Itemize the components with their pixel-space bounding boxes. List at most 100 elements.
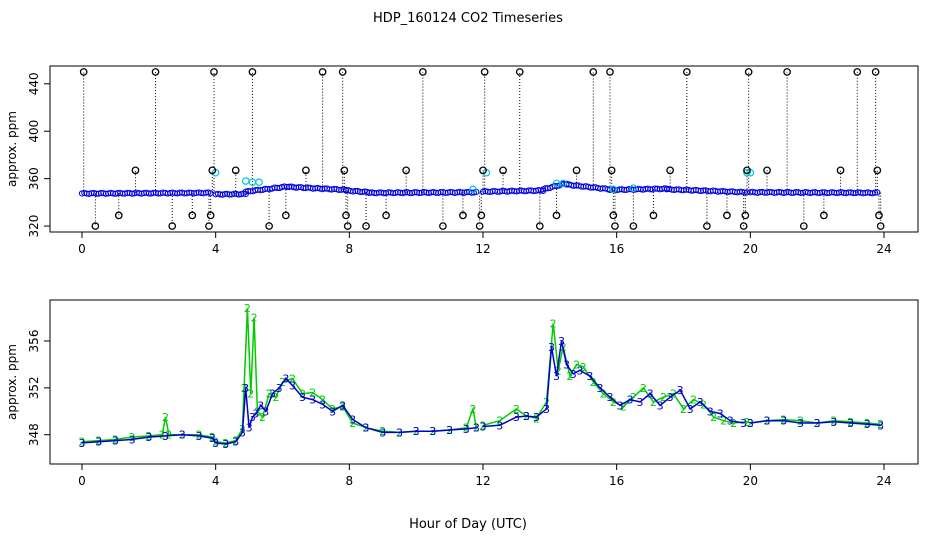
baseline-point: [356, 188, 364, 195]
baseline-point: [741, 189, 748, 196]
x-tick-label: 12: [475, 474, 490, 488]
x-tick-label: 16: [609, 474, 624, 488]
x-tick-label: 8: [346, 242, 354, 256]
series-point-3: 3: [480, 421, 487, 434]
series-point-2: 2: [660, 391, 667, 404]
spike-point: [168, 222, 177, 230]
spike-point: [206, 211, 215, 220]
spike-point: [231, 166, 240, 175]
spike-point: [131, 166, 140, 175]
series-point-3: 3: [780, 415, 787, 428]
series-point-2: 2: [797, 415, 804, 428]
series-point-2: 2: [573, 358, 580, 371]
series-point-3: 3: [339, 399, 346, 412]
series-point-3: 3: [222, 438, 229, 451]
spike-point: [114, 211, 123, 220]
series-point-3: 3: [429, 425, 436, 438]
series-point-2: 2: [600, 388, 607, 401]
series-point-3: 3: [269, 388, 276, 401]
series-point-2: 2: [747, 417, 754, 430]
spike-point: [873, 166, 882, 175]
spike-point: [666, 166, 674, 175]
spike-point: [649, 211, 658, 220]
series-point-2: 2: [555, 364, 562, 377]
series-point-3: 3: [667, 391, 674, 404]
series-point-3: 3: [747, 417, 754, 430]
series-point-2: 2: [690, 394, 697, 407]
series-point-2: 2: [513, 403, 520, 416]
series-point-3: 3: [513, 411, 520, 424]
flagged-point: [629, 184, 638, 192]
series-point-3: 3: [740, 417, 747, 430]
series-point-2: 2: [640, 382, 647, 395]
spike-point: [853, 68, 862, 76]
spike-point: [611, 222, 619, 230]
series-point-3: 3: [79, 437, 86, 450]
series-point-3: 3: [627, 394, 634, 407]
x-tick-label: 0: [78, 474, 86, 488]
y-tick-label: 440: [27, 72, 41, 95]
series-point-3: 3: [764, 415, 771, 428]
series-point-3: 3: [276, 382, 283, 395]
series-point-3: 3: [543, 403, 550, 416]
series-point-3: 3: [242, 382, 249, 395]
spike-point: [340, 166, 349, 175]
spike-point: [459, 211, 467, 220]
series-point-3: 3: [606, 391, 613, 404]
series-point-2: 2: [272, 391, 279, 404]
spike-point: [589, 68, 598, 76]
x-tick-label: 20: [743, 242, 758, 256]
series-point-3: 3: [617, 399, 624, 412]
baseline-point: [743, 189, 751, 196]
series-point-3: 3: [162, 430, 169, 443]
x-tick-label: 4: [212, 242, 220, 256]
series-point-3: 3: [246, 422, 253, 435]
spike-point: [629, 222, 638, 230]
series-point-3: 3: [473, 422, 480, 435]
series-point-3: 3: [319, 398, 326, 411]
series-point-2: 2: [319, 394, 326, 407]
series-point-3: 3: [309, 394, 316, 407]
series-point-2: 2: [533, 412, 540, 425]
series-point-2: 2: [720, 415, 727, 428]
chart-title: HDP_160124 CO2 Timeseries: [373, 11, 563, 26]
series-point-2: 2: [469, 403, 476, 416]
series-line-2: [482, 323, 881, 427]
spike-point: [479, 166, 487, 175]
spike-point: [609, 211, 618, 220]
series-point-3: 3: [379, 426, 386, 439]
series-point-3: 3: [657, 399, 664, 412]
series-point-3: 3: [95, 436, 102, 449]
spike-point: [744, 68, 753, 76]
series-point-2: 2: [241, 382, 248, 395]
series-line-3: [482, 340, 744, 428]
spike-point: [515, 68, 524, 76]
plot-frame: [49, 299, 919, 465]
spike-point: [819, 211, 828, 220]
y-tick-label: 400: [27, 120, 41, 143]
series-point-3: 3: [570, 368, 577, 381]
spike-point: [342, 211, 350, 220]
series-line-3: [750, 419, 881, 427]
series-point-3: 3: [262, 405, 269, 418]
spike-point: [418, 68, 427, 76]
series-point-3: 3: [463, 423, 470, 436]
spike-point: [338, 68, 347, 76]
spike-point: [552, 211, 561, 220]
spike-point: [402, 166, 410, 175]
spike-point: [799, 222, 808, 230]
spike-point: [876, 222, 885, 230]
series-point-3: 3: [637, 396, 644, 409]
spike-point: [499, 166, 507, 175]
spike-point: [210, 68, 218, 76]
series-point-2: 2: [650, 396, 657, 409]
series-point-3: 3: [252, 408, 259, 421]
series-point-3: 3: [697, 396, 704, 409]
series-point-2: 2: [680, 403, 687, 416]
series-point-2: 2: [580, 361, 587, 374]
spike-point: [703, 222, 711, 230]
series-point-2: 2: [289, 372, 296, 385]
spike-point: [208, 166, 217, 175]
series-point-3: 3: [727, 415, 734, 428]
x-tick-label: 20: [743, 474, 758, 488]
